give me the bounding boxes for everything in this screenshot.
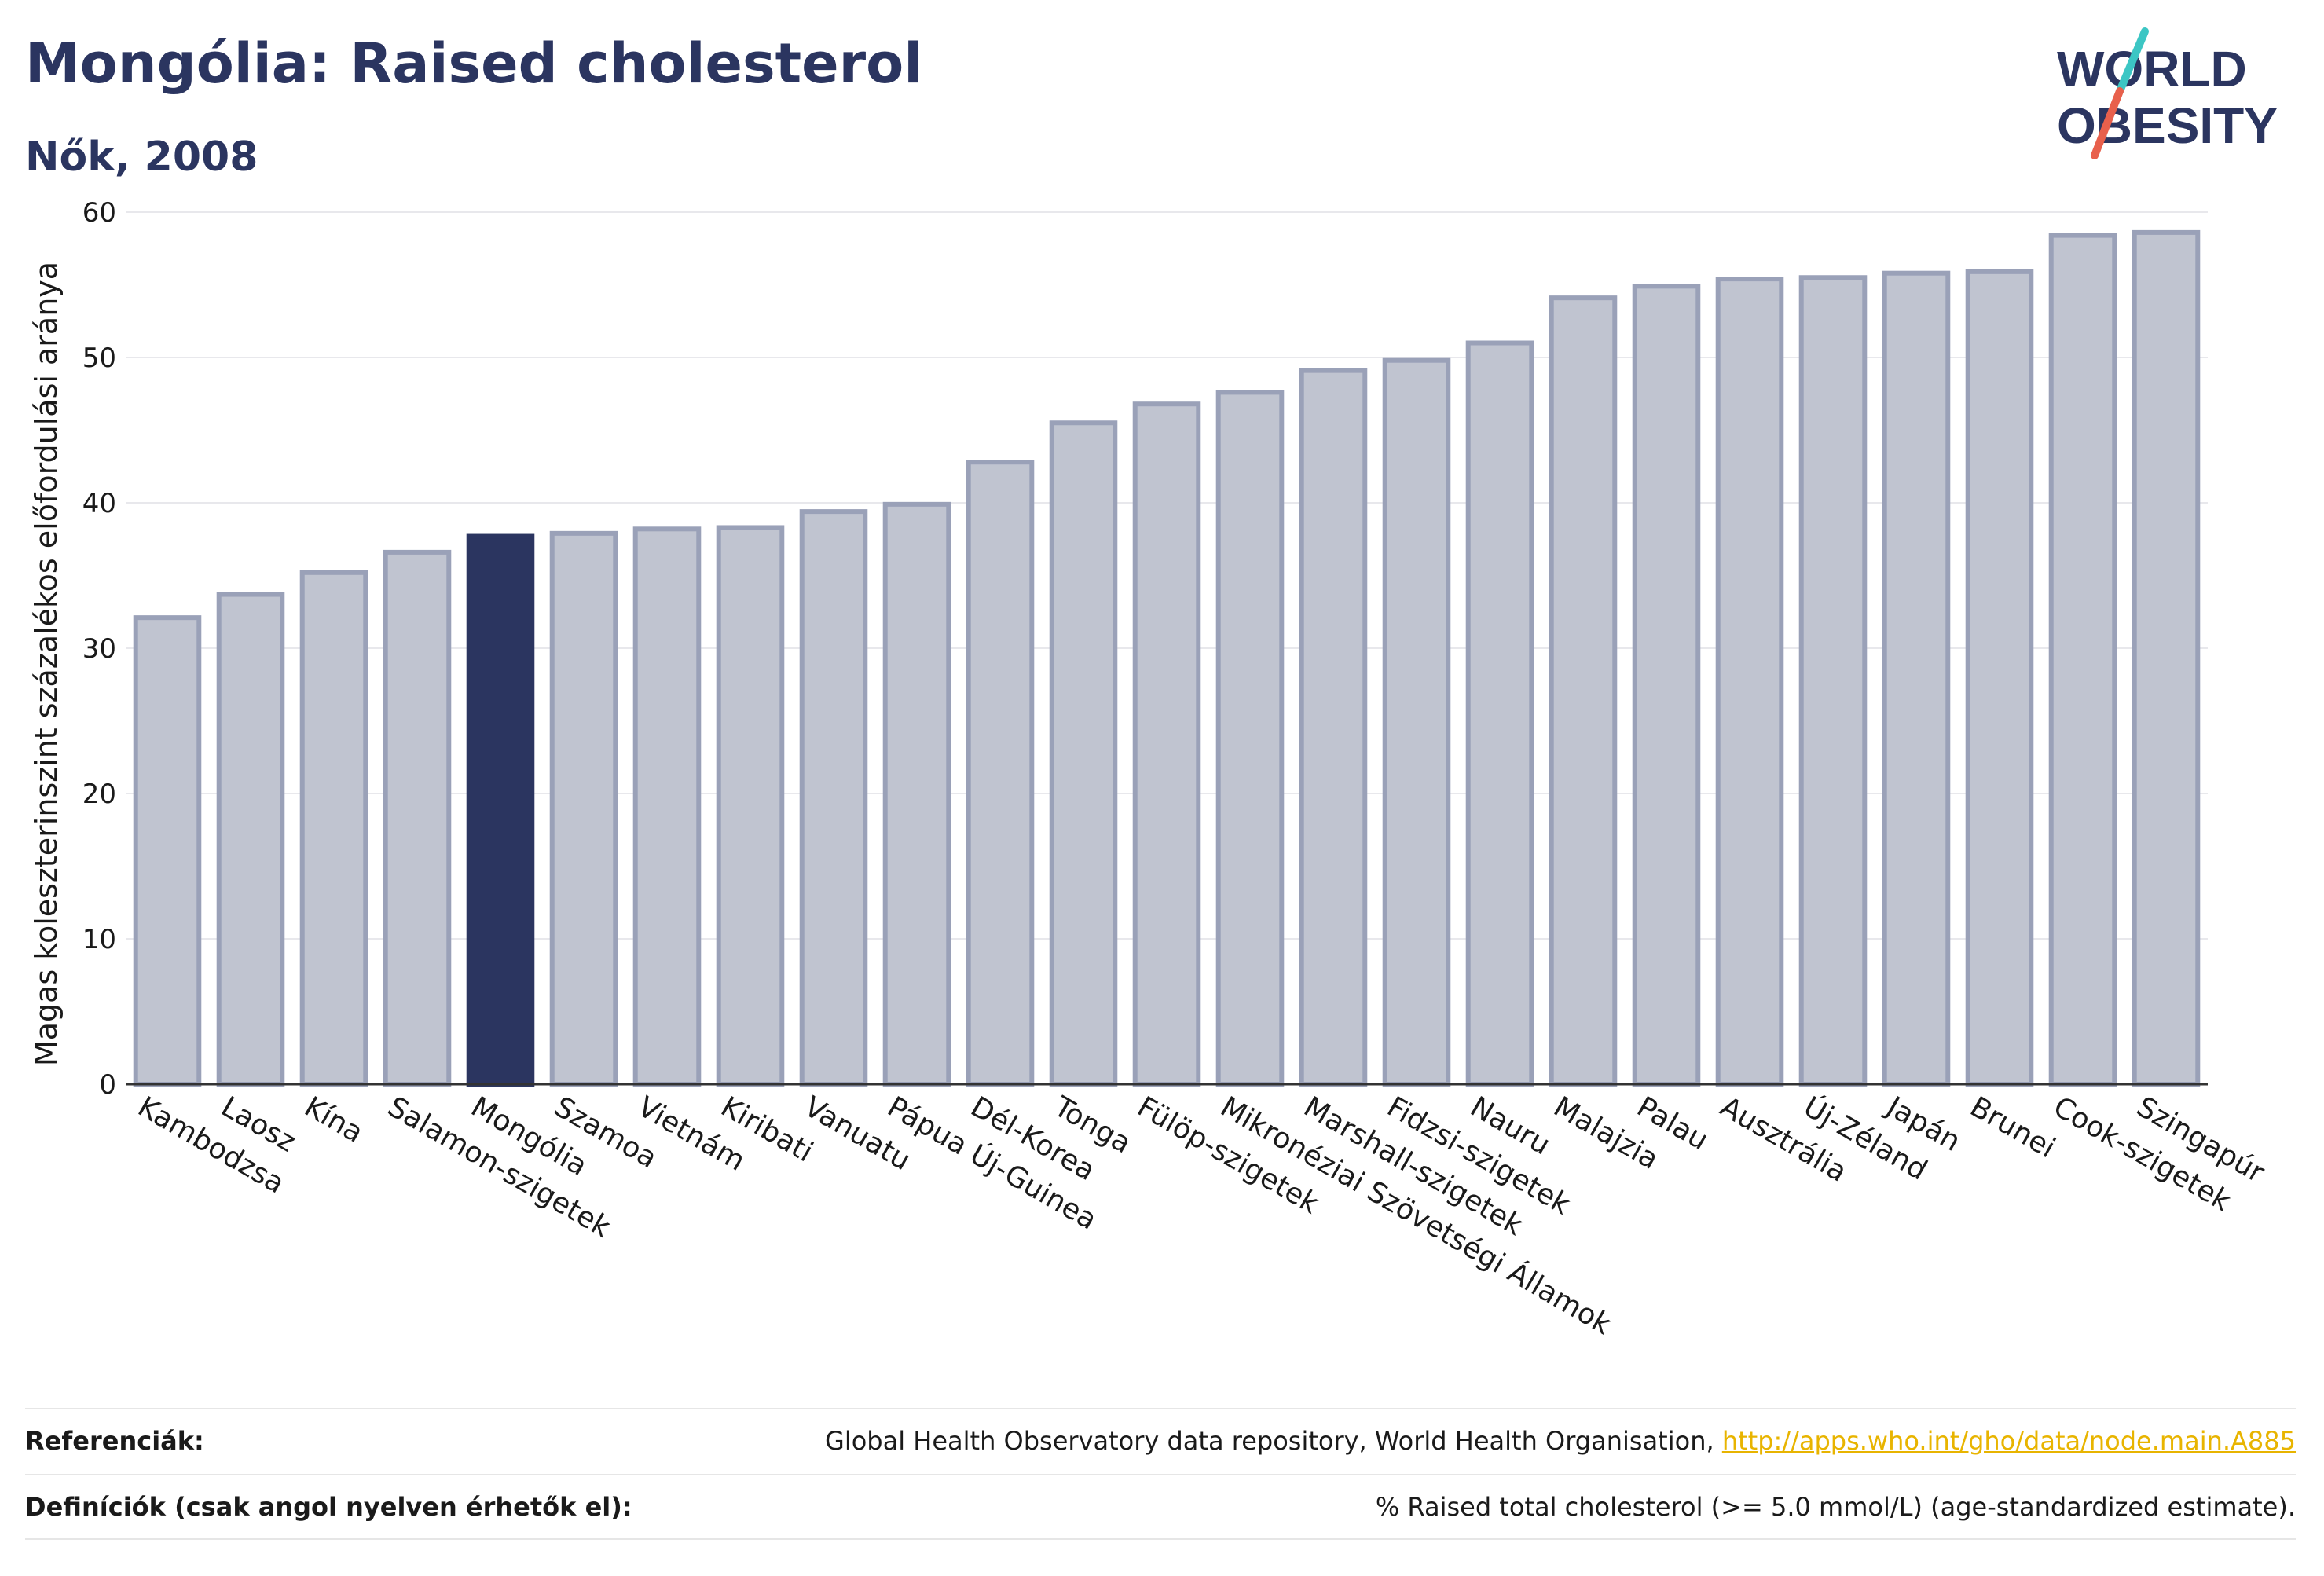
definitions-row: Definíciók (csak angol nyelven érhetők e… (25, 1474, 2296, 1540)
bar-8 (799, 509, 868, 1087)
bar-5 (549, 530, 618, 1087)
bar-13 (1215, 390, 1285, 1087)
logo-line1: WORLD (2057, 41, 2247, 97)
bar-14 (1299, 368, 1368, 1087)
references-value: Global Health Observatory data repositor… (825, 1426, 2296, 1456)
bar-9 (882, 501, 951, 1087)
bar-3 (383, 549, 452, 1087)
bars (133, 229, 2201, 1087)
references-link[interactable]: http://apps.who.int/gho/data/node.main.A… (1721, 1426, 2296, 1456)
bar-19 (1715, 277, 1784, 1087)
world-obesity-logo: WORLD OBESITY (2057, 27, 2278, 159)
y-tick-label: 40 (82, 488, 116, 519)
y-tick-label: 30 (82, 633, 116, 665)
y-tick-label: 0 (99, 1069, 116, 1101)
bar-7 (716, 525, 785, 1087)
chart-title: Mongólia: Raised cholesterol (25, 31, 923, 96)
y-tick-label: 20 (82, 779, 116, 810)
logo-slash-bottom (2091, 87, 2124, 159)
y-tick-label: 10 (82, 924, 116, 955)
bar-11 (1049, 420, 1118, 1087)
references-label: Referenciák: (25, 1426, 204, 1456)
bar-12 (1132, 401, 1201, 1087)
y-tick-label: 50 (82, 343, 116, 374)
logo-line2: OBESITY (2057, 97, 2278, 154)
y-tick-label: 60 (82, 197, 116, 229)
references-text: Global Health Observatory data repositor… (825, 1426, 1722, 1456)
bar-18 (1632, 284, 1701, 1087)
y-axis-label: Magas koleszterinszint százalékos előfor… (29, 262, 64, 1066)
bar-17 (1549, 295, 1618, 1087)
logo-slash-top (2116, 27, 2149, 95)
bar-21 (1882, 270, 1951, 1087)
definitions-text: % Raised total cholesterol (>= 5.0 mmol/… (1375, 1492, 2296, 1522)
bar-1 (216, 592, 285, 1087)
bar-0 (133, 615, 202, 1087)
bar-15 (1382, 357, 1451, 1087)
bar-2 (299, 570, 368, 1087)
chart-subtitle: Nők, 2008 (25, 134, 258, 181)
bar-23 (2048, 233, 2117, 1087)
bar-16 (1465, 340, 1534, 1087)
bar-24 (2132, 229, 2201, 1087)
bar-4 (466, 533, 535, 1087)
bar-22 (1965, 269, 2034, 1087)
bar-6 (632, 526, 702, 1087)
x-tick-label: Kína (299, 1090, 368, 1149)
y-axis-ticks: 0 10 20 30 40 50 60 (82, 197, 116, 1101)
bar-10 (966, 460, 1035, 1087)
references-row: Referenciák: Global Health Observatory d… (25, 1408, 2296, 1472)
bar-20 (1798, 275, 1868, 1087)
x-tick-label: Brunei (1965, 1090, 2061, 1164)
definitions-label: Definíciók (csak angol nyelven érhetők e… (25, 1492, 632, 1522)
